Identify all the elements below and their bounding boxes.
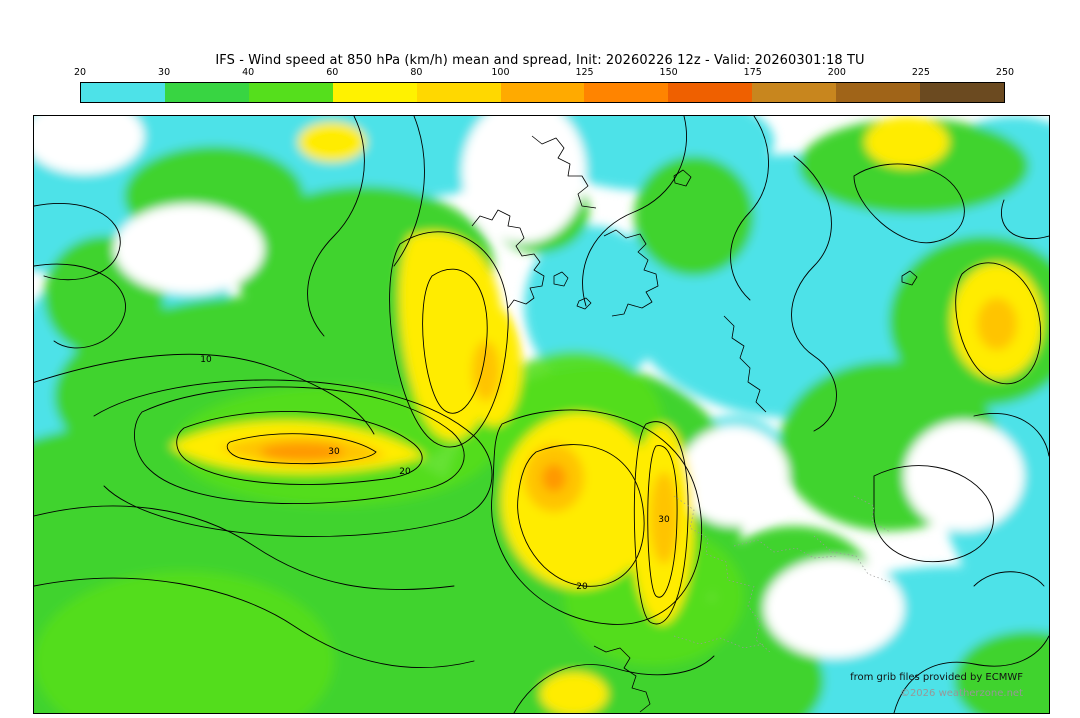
credit-source: from grib files provided by ECMWF [850, 672, 1023, 683]
colorbar-segment [668, 83, 753, 102]
colorbar-segment [500, 83, 585, 102]
map-frame: 10 30 20 30 20 from grib files provided … [33, 115, 1050, 714]
colorbar-tick-label: 150 [659, 67, 678, 78]
colorbar-segment [920, 83, 1004, 102]
colorbar-segments [80, 82, 1005, 103]
colorbar-segment [836, 83, 921, 102]
colorbar-segment [164, 83, 249, 102]
coastline-layer [471, 135, 918, 713]
contour-label: 20 [399, 467, 411, 477]
colorbar-tick-label: 80 [410, 67, 423, 78]
map-title: IFS - Wind speed at 850 hPa (km/h) mean … [215, 53, 865, 68]
colorbar-tick-label: 100 [491, 67, 510, 78]
spread-contour-layer [34, 116, 1049, 713]
map-canvas: 10 30 20 30 20 [34, 116, 1049, 713]
colorbar-tick-label: 60 [326, 67, 339, 78]
colorbar-ticks: 20 30 40 60 80 100 125 150 175 200 225 250 [74, 67, 1014, 80]
wind-speed-fill-layer [34, 116, 1049, 713]
colorbar-segment [248, 83, 333, 102]
contour-label: 20 [576, 582, 588, 592]
colorbar-tick-label: 225 [911, 67, 930, 78]
colorbar-tick-label: 200 [827, 67, 846, 78]
contour-labels: 10 30 20 30 20 [200, 355, 670, 592]
border-layer [673, 495, 891, 653]
colorbar: 20 30 40 60 80 100 125 150 175 200 225 250 [74, 67, 1014, 103]
colorbar-tick-label: 30 [158, 67, 171, 78]
contour-label: 30 [658, 515, 670, 525]
colorbar-segment [416, 83, 501, 102]
colorbar-segment [584, 83, 669, 102]
credit-copyright: ©2026 weatherzone.net [899, 688, 1023, 699]
colorbar-tick-label: 20 [73, 67, 87, 78]
colorbar-tick-label: 40 [242, 67, 255, 78]
colorbar-tick-label: 175 [743, 67, 762, 78]
colorbar-tick-label: 250 [995, 67, 1015, 78]
colorbar-segment [81, 83, 165, 102]
colorbar-segment [752, 83, 837, 102]
colorbar-segment [332, 83, 417, 102]
colorbar-tick-label: 125 [575, 67, 594, 78]
contour-label: 10 [200, 355, 212, 365]
contour-label: 30 [328, 447, 340, 457]
